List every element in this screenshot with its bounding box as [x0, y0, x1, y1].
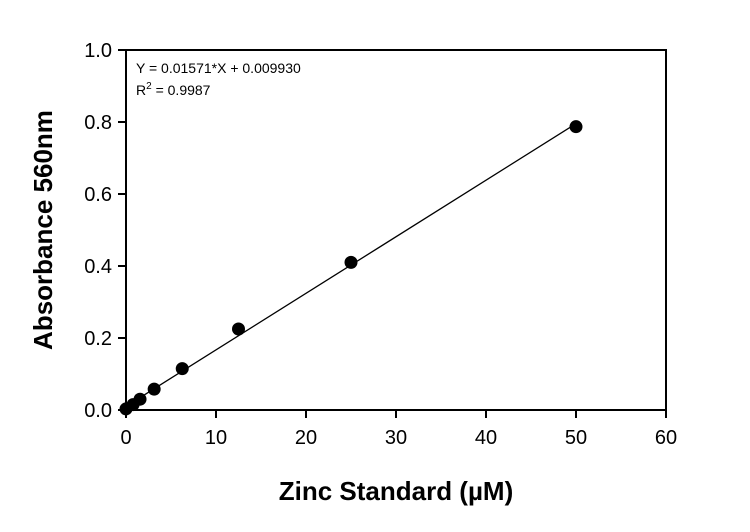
data-point [569, 120, 583, 134]
data-point [133, 392, 147, 406]
y-tick-label: 0.6 [84, 184, 112, 206]
x-tick-label: 0 [120, 427, 131, 449]
axis-ticks: 0 10 20 30 40 50 60 0.0 0.2 0.4 0.6 0.8 1.0 [84, 40, 677, 449]
y-tick-label: 0.4 [84, 256, 112, 278]
y-tick-label: 0.2 [84, 328, 112, 350]
data-point [175, 362, 189, 376]
y-axis-title: Absorbance 560nm [28, 110, 58, 350]
data-point [147, 382, 161, 396]
x-tick-label: 60 [655, 427, 677, 449]
data-point [344, 255, 358, 269]
equation-annotation: Y = 0.01571*X + 0.009930 [136, 60, 301, 76]
x-axis-title: Zinc Standard (µM) [279, 476, 514, 506]
r-squared-annotation: R2 = 0.9987 [136, 81, 211, 98]
x-tick-label: 40 [475, 427, 497, 449]
x-tick-label: 20 [295, 427, 317, 449]
y-tick-label: 0.8 [84, 112, 112, 134]
y-tick-label: 1.0 [84, 40, 112, 62]
x-tick-label: 30 [385, 427, 407, 449]
y-tick-label: 0.0 [84, 400, 112, 422]
data-points [119, 120, 583, 416]
data-point [232, 322, 245, 336]
x-tick-label: 10 [205, 427, 227, 449]
x-tick-label: 50 [565, 427, 587, 449]
